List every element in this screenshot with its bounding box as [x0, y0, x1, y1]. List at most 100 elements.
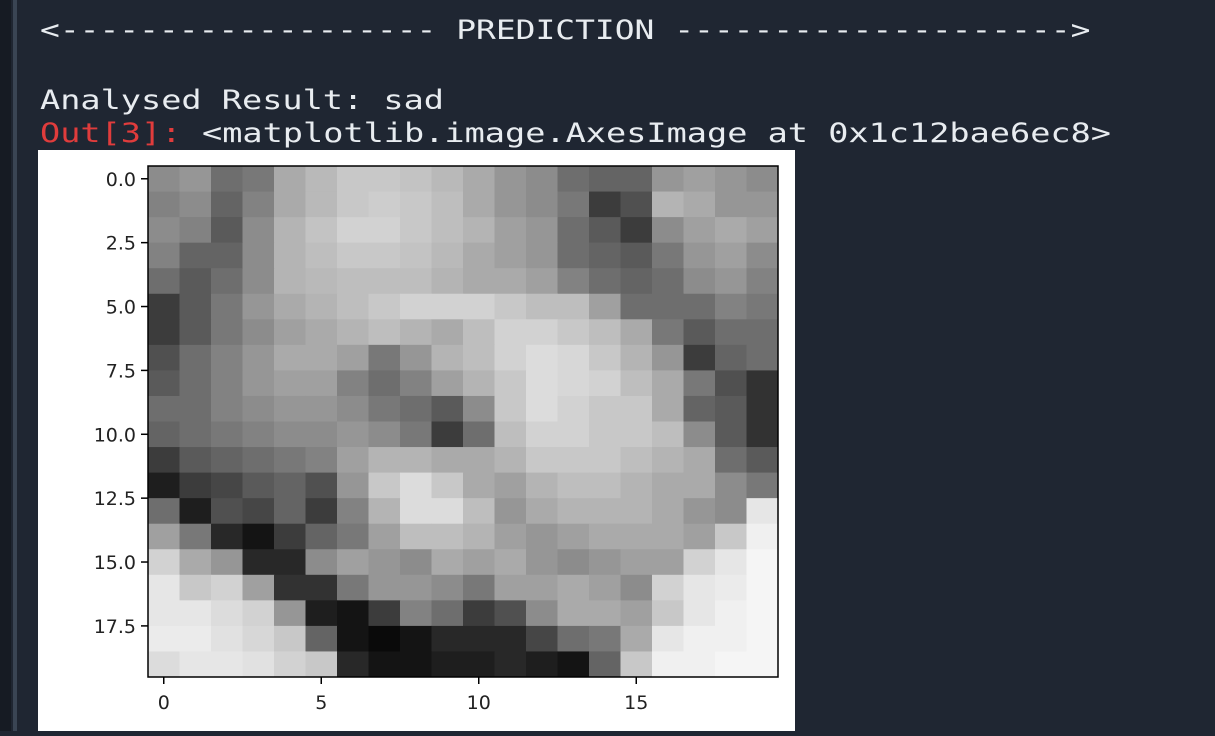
pixel	[747, 651, 779, 677]
pixel	[148, 422, 180, 448]
pixel	[432, 422, 464, 448]
pixel	[243, 600, 275, 626]
pixel	[747, 166, 779, 192]
pixel	[589, 217, 621, 243]
pixel	[684, 268, 716, 294]
pixel	[400, 498, 432, 524]
pixel	[463, 575, 495, 601]
pixel	[621, 294, 653, 320]
pixel	[684, 473, 716, 499]
pixel	[369, 473, 401, 499]
pixel	[400, 549, 432, 575]
pixel	[747, 498, 779, 524]
pixel	[715, 192, 747, 218]
pixel	[400, 447, 432, 473]
pixel	[652, 473, 684, 499]
header-line: <------------------- PREDICTION --------…	[40, 15, 1090, 46]
pixel	[306, 447, 338, 473]
pixel	[180, 422, 212, 448]
pixel	[558, 217, 590, 243]
pixel	[211, 268, 243, 294]
y-tick-label: 17.5	[94, 616, 136, 638]
pixel	[526, 524, 558, 550]
pixel	[274, 166, 306, 192]
pixel	[243, 447, 275, 473]
pixel	[274, 600, 306, 626]
pixel	[589, 651, 621, 677]
pixel	[306, 345, 338, 371]
pixel	[274, 575, 306, 601]
pixel	[306, 319, 338, 345]
y-tick-label: 5.0	[106, 297, 136, 319]
pixel	[337, 524, 369, 550]
pixel	[274, 217, 306, 243]
pixel	[337, 396, 369, 422]
pixel	[243, 192, 275, 218]
pixel	[400, 166, 432, 192]
pixel	[432, 600, 464, 626]
pixel	[211, 447, 243, 473]
pixel	[369, 294, 401, 320]
pixel	[558, 498, 590, 524]
pixel	[715, 396, 747, 422]
pixel	[306, 575, 338, 601]
page: <------------------- PREDICTION --------…	[0, 0, 1215, 731]
pixel	[652, 319, 684, 345]
pixel	[243, 422, 275, 448]
pixel	[715, 575, 747, 601]
pixel	[306, 370, 338, 396]
pixel	[306, 626, 338, 652]
pixel	[526, 473, 558, 499]
pixel	[274, 447, 306, 473]
pixel	[495, 345, 527, 371]
pixel	[306, 217, 338, 243]
pixel	[180, 294, 212, 320]
pixel	[337, 370, 369, 396]
pixel	[180, 524, 212, 550]
pixel	[274, 651, 306, 677]
pixel	[621, 422, 653, 448]
out-text: <matplotlib.image.AxesImage at 0x1c12bae…	[202, 118, 1111, 149]
pixel	[684, 243, 716, 269]
pixel	[589, 422, 621, 448]
pixel	[180, 447, 212, 473]
pixel	[432, 473, 464, 499]
pixel	[337, 549, 369, 575]
pixel	[306, 498, 338, 524]
pixel	[432, 268, 464, 294]
pixel	[652, 651, 684, 677]
pixel	[589, 166, 621, 192]
pixel	[526, 396, 558, 422]
pixel	[526, 268, 558, 294]
pixel	[495, 549, 527, 575]
pixel	[432, 575, 464, 601]
pixel	[495, 243, 527, 269]
pixel	[369, 600, 401, 626]
pixel	[337, 422, 369, 448]
pixel	[432, 524, 464, 550]
pixel	[621, 192, 653, 218]
pixel	[369, 345, 401, 371]
pixel	[211, 549, 243, 575]
pixel	[621, 549, 653, 575]
pixel	[589, 370, 621, 396]
pixel	[243, 217, 275, 243]
pixel	[715, 422, 747, 448]
pixel	[400, 268, 432, 294]
pixel	[621, 166, 653, 192]
pixel	[684, 396, 716, 422]
pixel	[558, 626, 590, 652]
pixel	[652, 524, 684, 550]
pixel	[369, 217, 401, 243]
pixel	[400, 294, 432, 320]
pixel	[400, 370, 432, 396]
pixel	[463, 473, 495, 499]
pixel	[747, 243, 779, 269]
pixel	[211, 473, 243, 499]
pixel	[684, 575, 716, 601]
pixel	[652, 294, 684, 320]
pixel	[243, 370, 275, 396]
pixel	[274, 396, 306, 422]
gutter-line	[13, 0, 17, 731]
